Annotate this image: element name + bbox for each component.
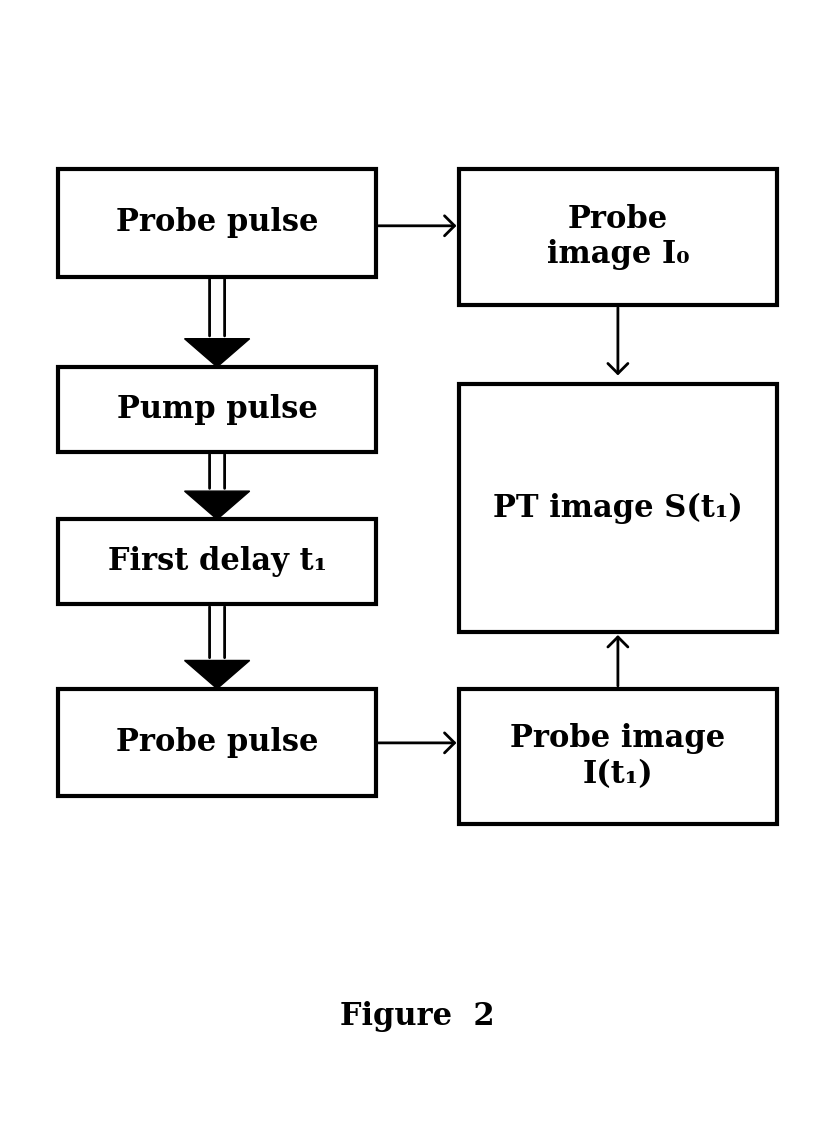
Text: First delay t₁: First delay t₁ (108, 546, 326, 577)
FancyBboxPatch shape (459, 169, 777, 305)
Polygon shape (185, 491, 250, 519)
Polygon shape (185, 339, 250, 367)
Text: Probe pulse: Probe pulse (116, 727, 318, 758)
Text: Probe pulse: Probe pulse (116, 208, 318, 238)
Text: PT image S(t₁): PT image S(t₁) (493, 492, 743, 524)
FancyBboxPatch shape (58, 367, 376, 452)
Text: Probe image
I(t₁): Probe image I(t₁) (510, 723, 726, 790)
FancyBboxPatch shape (58, 519, 376, 604)
Text: Probe
image I₀: Probe image I₀ (547, 203, 689, 271)
Polygon shape (185, 660, 250, 689)
Text: Figure  2: Figure 2 (340, 1000, 495, 1032)
FancyBboxPatch shape (58, 169, 376, 277)
FancyBboxPatch shape (58, 689, 376, 796)
Text: Pump pulse: Pump pulse (117, 394, 317, 425)
FancyBboxPatch shape (459, 384, 777, 632)
FancyBboxPatch shape (459, 689, 777, 824)
